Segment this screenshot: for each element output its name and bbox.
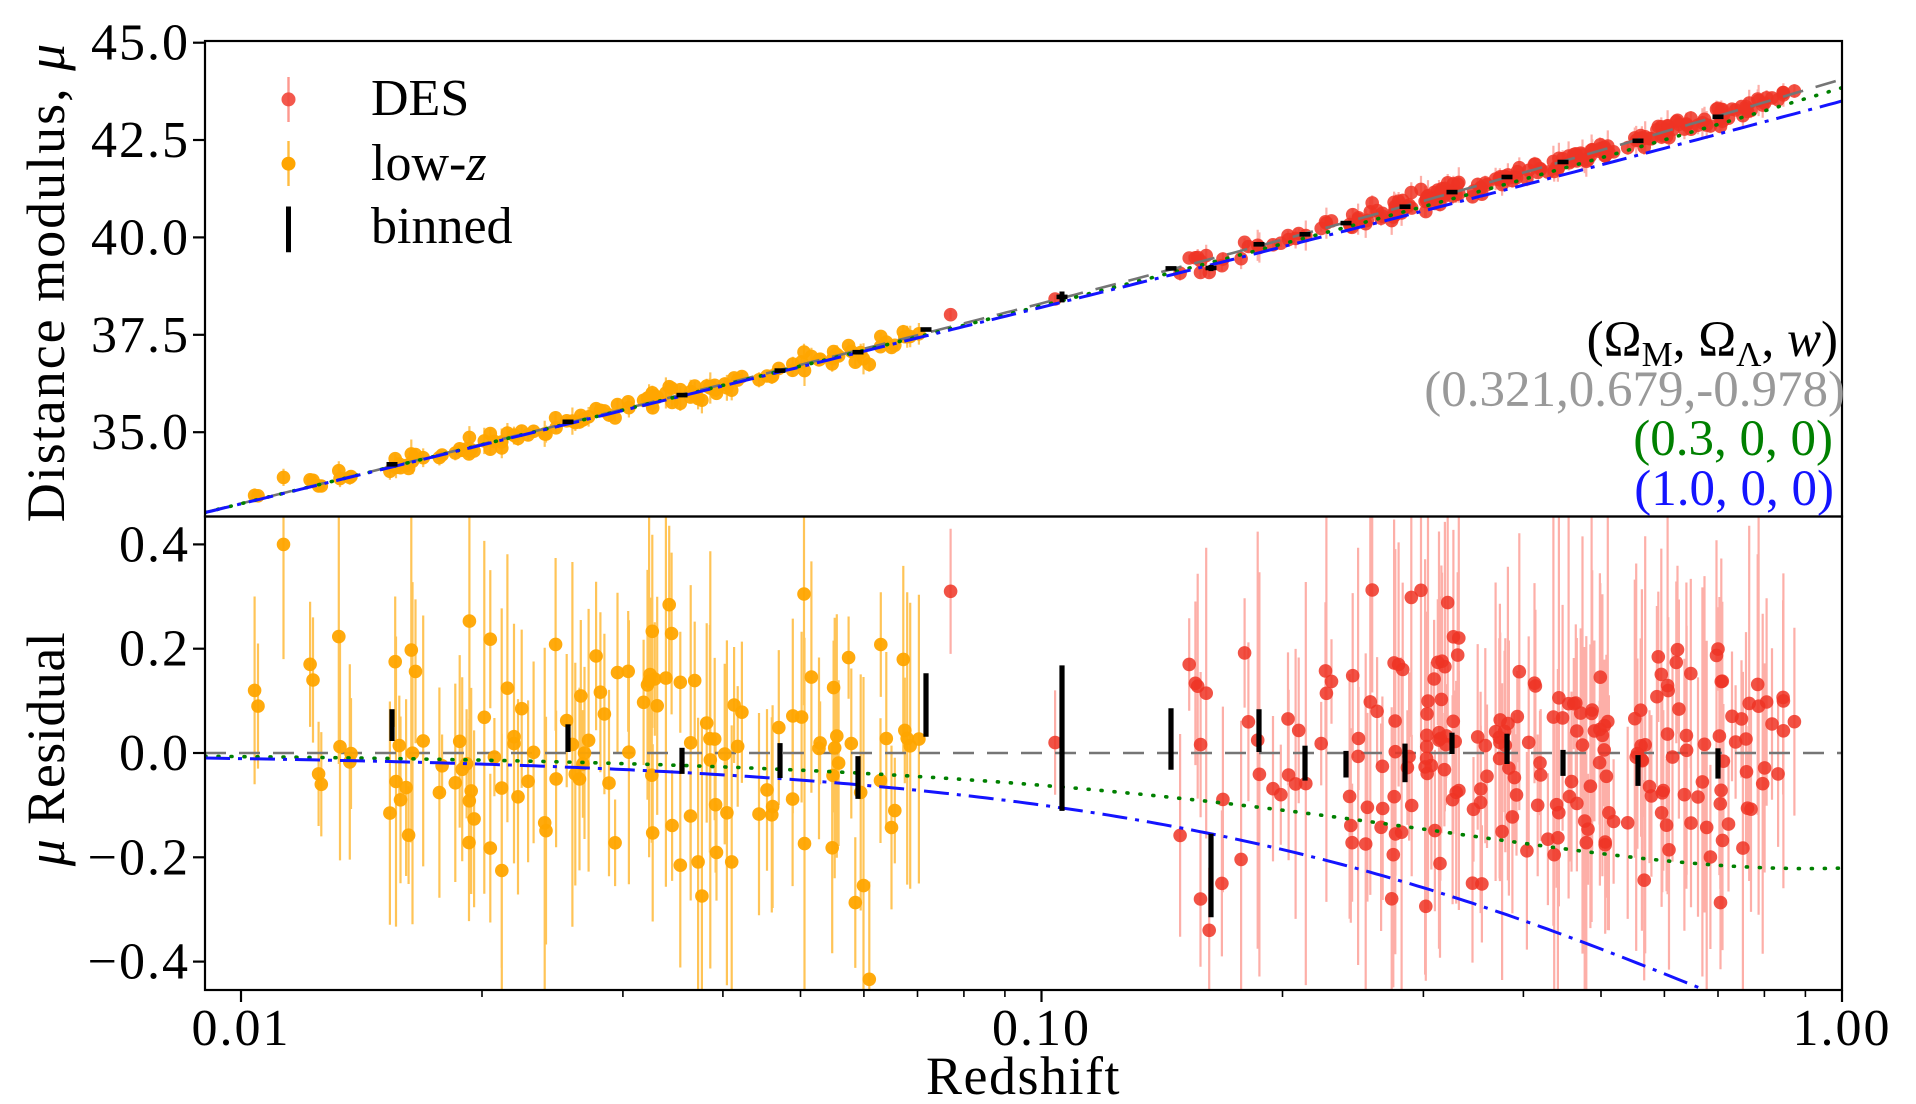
svg-text:−0.2: −0.2 xyxy=(88,829,190,886)
svg-text:(ΩM, ΩΛ, w): (ΩM, ΩΛ, w) xyxy=(1587,312,1838,374)
svg-text:DES: DES xyxy=(371,70,469,127)
svg-text:(0.3, 0, 0): (0.3, 0, 0) xyxy=(1633,411,1833,467)
svg-text:35.0: 35.0 xyxy=(91,404,190,461)
svg-text:low-z: low-z xyxy=(371,135,487,192)
svg-text:binned: binned xyxy=(371,198,513,255)
svg-text:Redshift: Redshift xyxy=(926,1046,1121,1104)
svg-text:1.00: 1.00 xyxy=(1793,1000,1892,1057)
svg-text:0.10: 0.10 xyxy=(992,1000,1091,1057)
svg-text:−0.4: −0.4 xyxy=(88,934,190,991)
svg-text:42.5: 42.5 xyxy=(91,112,190,169)
svg-text:μ Residual: μ Residual xyxy=(16,632,76,868)
svg-text:0.2: 0.2 xyxy=(119,621,190,678)
svg-text:0.0: 0.0 xyxy=(119,725,190,782)
svg-text:0.4: 0.4 xyxy=(119,516,190,573)
svg-text:37.5: 37.5 xyxy=(91,307,190,364)
svg-text:40.0: 40.0 xyxy=(91,209,190,266)
svg-text:Distance modulus, μ: Distance modulus, μ xyxy=(16,42,76,523)
svg-text:45.0: 45.0 xyxy=(91,15,190,72)
svg-text:(0.321,0.679,-0.978): (0.321,0.679,-0.978) xyxy=(1424,362,1845,418)
svg-text:0.01: 0.01 xyxy=(192,1000,291,1057)
svg-text:(1.0, 0, 0): (1.0, 0, 0) xyxy=(1634,461,1834,517)
